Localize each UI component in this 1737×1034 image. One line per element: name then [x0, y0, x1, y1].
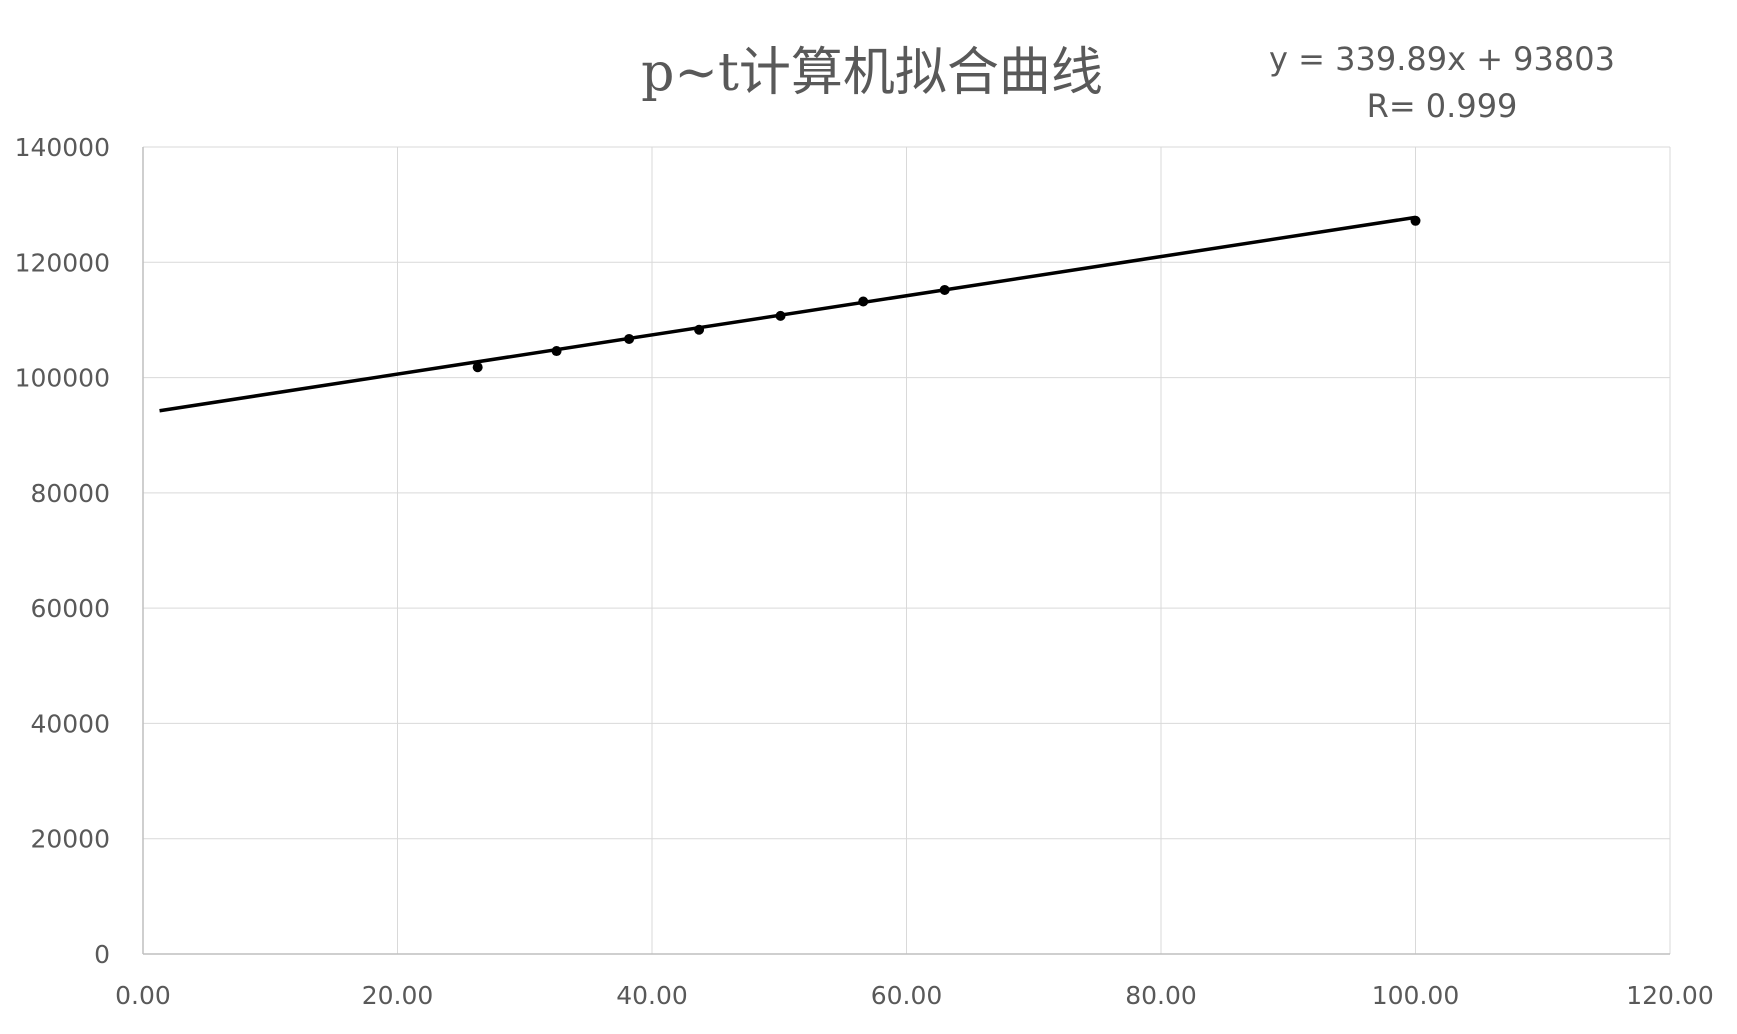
y-tick-label: 40000: [30, 709, 110, 738]
y-tick-label: 20000: [30, 825, 110, 854]
data-point: [473, 362, 483, 372]
x-tick-label: 60.00: [871, 981, 943, 1010]
y-tick-label: 140000: [15, 133, 110, 162]
grid-lines: [143, 147, 1670, 954]
trendline-layer: [160, 217, 1416, 410]
data-point: [940, 285, 950, 295]
y-tick-labels: 0 20000 40000 60000 80000 100000 120000 140000: [15, 133, 110, 969]
x-tick-labels: 0.00 20.00 40.00 60.00 80.00 100.00 120.00: [115, 981, 1714, 1010]
y-tick-label: 0: [94, 940, 110, 969]
x-tick-label: 80.00: [1125, 981, 1197, 1010]
x-tick-label: 0.00: [115, 981, 171, 1010]
y-tick-label: 60000: [30, 594, 110, 623]
data-point: [1411, 216, 1421, 226]
x-tick-label: 20.00: [362, 981, 434, 1010]
x-tick-label: 120.00: [1626, 981, 1713, 1010]
x-tick-label: 100.00: [1372, 981, 1459, 1010]
data-point: [858, 296, 868, 306]
y-tick-label: 100000: [15, 364, 110, 393]
trendline-equation: y = 339.89x + 93803: [1269, 40, 1615, 78]
data-point: [624, 334, 634, 344]
trendline-r-value: R= 0.999: [1367, 87, 1518, 125]
data-point: [776, 311, 786, 321]
y-tick-label: 80000: [30, 479, 110, 508]
data-point: [694, 325, 704, 335]
x-tick-label: 40.00: [616, 981, 688, 1010]
y-tick-label: 120000: [15, 248, 110, 277]
trendline: [160, 217, 1416, 410]
data-point: [552, 346, 562, 356]
chart-title: p~t计算机拟合曲线: [641, 43, 1103, 103]
